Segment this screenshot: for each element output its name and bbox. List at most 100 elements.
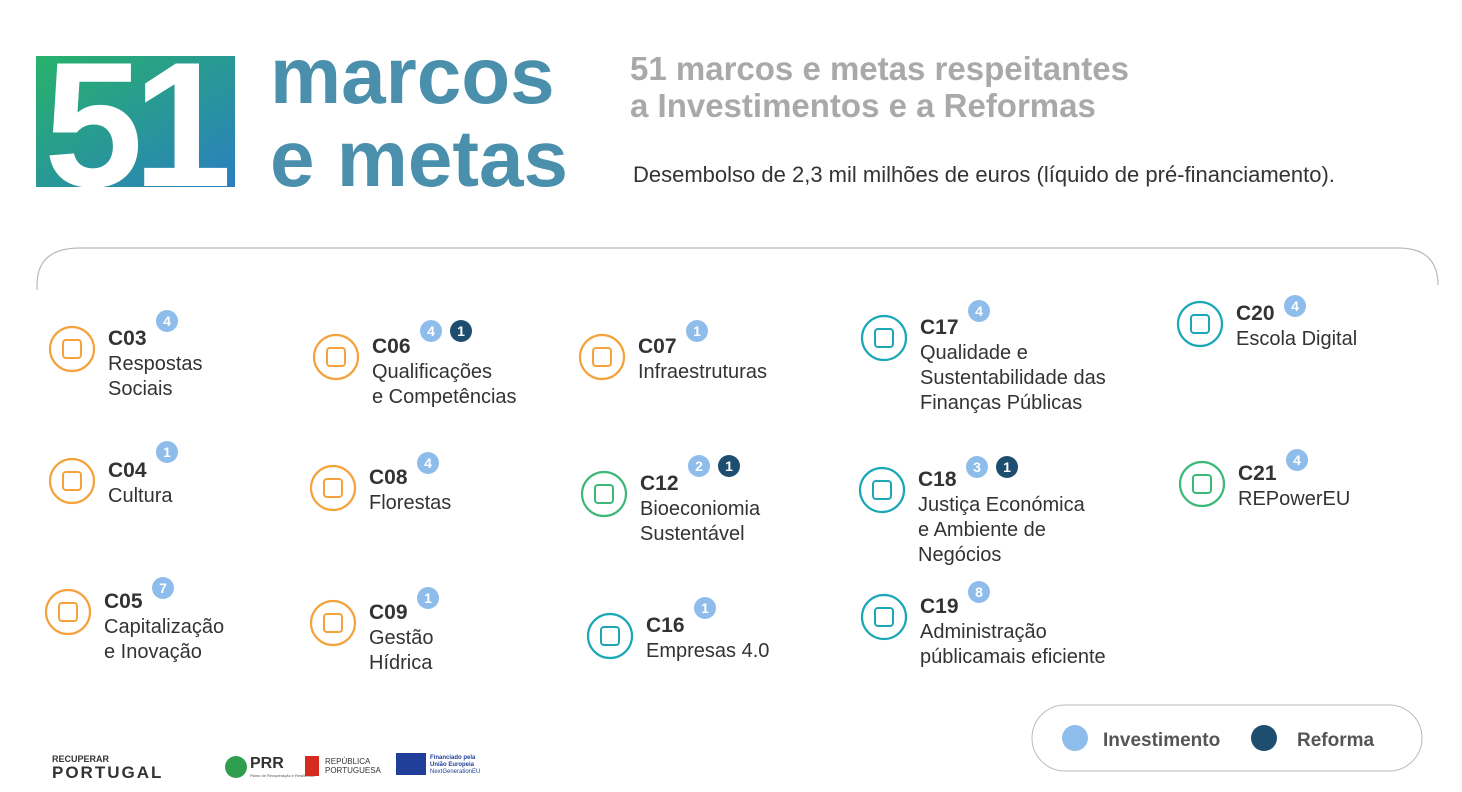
badge [694, 597, 716, 619]
badge-count: 4 [1291, 298, 1299, 314]
component: C08 Florestas 4 [309, 452, 451, 514]
badge-count: 1 [457, 323, 465, 339]
icon [48, 457, 96, 505]
component-code: C06 [372, 335, 411, 358]
component: C18 Justiça Económica e Ambiente de Negócio… [858, 456, 1086, 566]
component-code: C18 [918, 468, 957, 491]
subtitle: a Investimentos e a Reformas [630, 87, 1096, 124]
icon [578, 333, 626, 381]
badge [996, 456, 1018, 478]
icon [309, 599, 357, 647]
eu-flag [396, 753, 426, 775]
component-name: Hídrica [369, 652, 433, 674]
component-name: Qualificações [372, 361, 492, 383]
badge-count: 1 [424, 590, 432, 606]
icon [860, 593, 908, 641]
badge [156, 441, 178, 463]
eu: Financiado pela [430, 755, 476, 761]
component-name: Florestas [369, 492, 451, 514]
component-code: C07 [638, 335, 677, 358]
icon [62, 339, 82, 359]
icon [1178, 460, 1226, 508]
brand: PORTUGAL [52, 763, 163, 782]
icon [580, 470, 628, 518]
component-code: C19 [920, 595, 959, 618]
component-name: Sustentável [640, 523, 745, 545]
icon [872, 480, 892, 500]
badge [688, 455, 710, 477]
component-name: Gestão [369, 627, 433, 649]
component-name: e Ambiente de [918, 519, 1046, 541]
component-code: C09 [369, 601, 408, 624]
icon [323, 478, 343, 498]
component-name: Qualidade e [920, 342, 1028, 364]
description: Desembolso de 2,3 mil milhões de euros (… [633, 162, 1335, 187]
component-code: C08 [369, 466, 408, 489]
badge [968, 581, 990, 603]
component-name: Sociais [108, 378, 172, 400]
icon [874, 607, 894, 627]
component: C03 Respostas Sociais 4 [48, 310, 203, 400]
icon [592, 347, 612, 367]
component-name: Cultura [108, 485, 173, 507]
component-code: C05 [104, 590, 143, 613]
badge-count: 1 [693, 323, 701, 339]
icon [309, 464, 357, 512]
panel-border [36, 247, 1439, 290]
badge-count: 1 [163, 444, 171, 460]
component-code: C04 [108, 459, 147, 482]
component-name: REPowerEU [1238, 488, 1350, 510]
icon [326, 347, 346, 367]
component-code: C12 [640, 472, 679, 495]
subtitle: 51 marcos e metas respeitantes [630, 50, 1129, 87]
icon [312, 333, 360, 381]
component-name: Bioeconiomia [640, 498, 761, 520]
prr: PRR [250, 755, 284, 772]
badge-count: 8 [975, 584, 983, 600]
component: C19 Administração públicamais eficiente 8 [860, 581, 1106, 668]
component: C20 Escola Digital 4 [1176, 295, 1357, 350]
component-name: Finanças Públicas [920, 392, 1082, 414]
badge [966, 456, 988, 478]
icon [62, 471, 82, 491]
badge [450, 320, 472, 342]
component: C17 Qualidade e Sustentabilidade das Finanç… [860, 300, 1106, 414]
icon [44, 588, 92, 636]
component-name: Escola Digital [1236, 328, 1357, 350]
icon [1192, 474, 1212, 494]
badge-count: 2 [695, 458, 703, 474]
badge-count: 7 [159, 580, 167, 596]
component: C06 Qualificações e Competências 4 1 [312, 320, 517, 408]
component-name: Justiça Económica [918, 494, 1086, 516]
icon [58, 602, 78, 622]
prr-logo [225, 756, 247, 778]
component-name: e Competências [372, 386, 517, 408]
component-name: Respostas [108, 353, 203, 375]
component-code: C17 [920, 316, 959, 339]
legend-box [1031, 704, 1423, 772]
legend-swatch [1251, 725, 1277, 751]
badge-count: 4 [427, 323, 435, 339]
component-name: públicamais eficiente [920, 646, 1106, 668]
icon [48, 325, 96, 373]
icon [1176, 300, 1224, 348]
badge-count: 4 [1293, 452, 1301, 468]
component-name: Administração [920, 621, 1047, 643]
icon [860, 314, 908, 362]
icon [600, 626, 620, 646]
badge-count: 1 [1003, 459, 1011, 475]
component: C12 Bioeconiomia Sustentável 2 1 [580, 455, 761, 545]
component-code: C03 [108, 327, 147, 350]
badge [156, 310, 178, 332]
eu: União Europeia [430, 762, 475, 768]
badge [718, 455, 740, 477]
badge [152, 577, 174, 599]
badge-count: 4 [163, 313, 171, 329]
legend-swatch [1062, 725, 1088, 751]
component: C07 Infraestruturas 1 [578, 320, 767, 383]
badge-count: 4 [975, 303, 983, 319]
badge-count: 1 [701, 600, 709, 616]
hero-number: 51 [44, 25, 228, 224]
footer: RECUPERAR PORTUGAL PRR Plano de Recupera… [52, 753, 480, 782]
